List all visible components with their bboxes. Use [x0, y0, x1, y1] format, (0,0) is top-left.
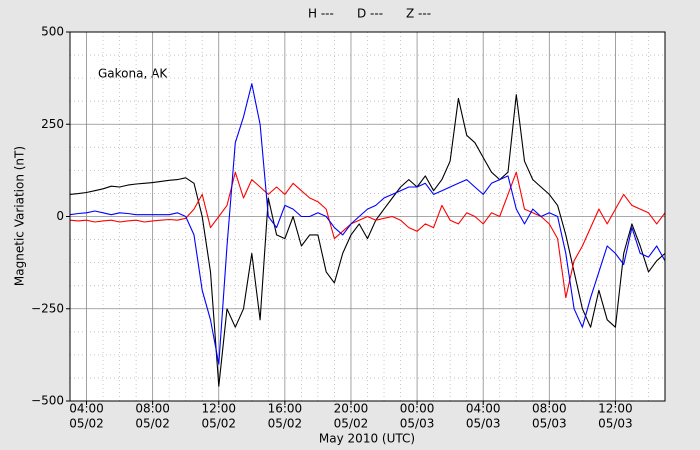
x-tick-label: 12:00 — [598, 402, 633, 416]
x-tick-label: 16:00 — [268, 402, 303, 416]
x-tick-label: 08:00 — [135, 402, 170, 416]
x-tick-label: 05/03 — [400, 417, 435, 431]
x-tick-label: 04:00 — [466, 402, 501, 416]
legend-entry: D --- — [357, 7, 383, 21]
y-tick-label: −250 — [31, 301, 64, 315]
x-tick-label: 12:00 — [201, 402, 236, 416]
y-tick-label: −500 — [31, 394, 64, 408]
legend-entry: Z --- — [406, 7, 431, 21]
legend-entry: H --- — [308, 7, 334, 21]
plot-frame — [69, 31, 666, 402]
x-tick-label: 08:00 — [532, 402, 567, 416]
y-tick-label: 0 — [56, 209, 64, 223]
x-tick-label: 04:00 — [69, 402, 104, 416]
y-axis-label: Magnetic Variation (nT) — [13, 146, 27, 286]
x-tick-label: 05/02 — [268, 417, 303, 431]
y-tick-label: 500 — [41, 25, 64, 39]
x-tick-label: 20:00 — [334, 402, 369, 416]
data-line — [70, 94, 665, 387]
x-tick-label: 05/03 — [532, 417, 567, 431]
x-tick-label: 00:00 — [400, 402, 435, 416]
x-tick-label: 05/03 — [466, 417, 501, 431]
x-tick-label: 05/03 — [598, 417, 633, 431]
data-line — [70, 83, 665, 365]
x-tick-label: 05/02 — [334, 417, 369, 431]
x-tick-label: 05/02 — [201, 417, 236, 431]
annotation: Gakona, AK — [98, 67, 168, 81]
x-axis-label: May 2010 (UTC) — [319, 432, 415, 446]
x-tick-label: 05/02 — [69, 417, 104, 431]
y-tick-label: 250 — [41, 117, 64, 131]
data-line — [70, 171, 665, 299]
x-tick-label: 05/02 — [135, 417, 170, 431]
